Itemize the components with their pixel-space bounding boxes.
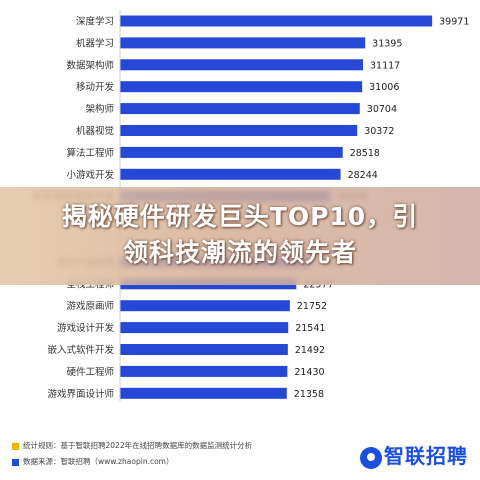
banner-title: 揭秘硬件研发巨头TOP10，引 领科技潮流的领先者	[14, 199, 466, 271]
banner-title-line1: 揭秘硬件研发巨头TOP10，引	[61, 202, 419, 231]
category-label: 小游戏开发	[66, 169, 114, 181]
stat-rule-note: 统计规则：基于智联招聘2022年在线招聘数据库的数据监测统计分析	[12, 440, 252, 451]
data-source-note: 数据来源：智联招聘（www.zhaopin.com）	[12, 456, 173, 467]
stat-rule-text: 统计规则：基于智联招聘2022年在线招聘数据库的数据监测统计分析	[23, 441, 253, 450]
category-label: 机器学习	[76, 37, 114, 49]
category-label: 数据架构师	[66, 59, 114, 71]
bar	[120, 387, 287, 399]
value-label: 30704	[367, 104, 397, 115]
value-label: 30372	[364, 126, 394, 137]
value-label: 31117	[370, 60, 400, 71]
value-label: 31395	[372, 38, 402, 49]
value-label: 21492	[295, 345, 325, 356]
bar	[120, 15, 433, 27]
bar	[120, 81, 363, 93]
value-label: 21541	[295, 323, 325, 334]
bar	[120, 37, 366, 49]
category-label: 架构师	[85, 103, 114, 115]
category-label: 机器视觉	[76, 125, 114, 137]
bar	[120, 59, 364, 71]
value-label: 28518	[350, 148, 380, 159]
bar	[120, 300, 290, 312]
value-label: 21752	[297, 301, 327, 312]
category-label: 算法工程师	[66, 147, 114, 159]
value-label: 21430	[294, 367, 324, 378]
blue-square-icon	[12, 458, 19, 466]
category-label: 游戏原画师	[66, 300, 114, 312]
bar	[120, 168, 341, 180]
value-label: 21358	[294, 389, 324, 400]
zhaopin-logo: 智联招聘	[360, 440, 468, 469]
title-banner: 揭秘硬件研发巨头TOP10，引 领科技潮流的领先者	[0, 187, 480, 285]
banner-title-line2: 领科技潮流的领先者	[122, 238, 357, 267]
value-label: 39971	[439, 17, 469, 28]
zhaopin-logo-icon	[360, 446, 382, 469]
yellow-square-icon	[12, 442, 19, 450]
value-label: 28244	[348, 170, 378, 181]
category-label: 移动开发	[76, 81, 115, 93]
bar	[120, 344, 288, 355]
category-label: 游戏设计开发	[57, 322, 115, 334]
data-source-text: 数据来源：智联招聘（www.zhaopin.com）	[23, 457, 174, 466]
bar	[120, 125, 358, 136]
category-label: 深度学习	[76, 16, 114, 28]
bar	[120, 322, 289, 334]
bar	[120, 365, 288, 377]
value-label: 31006	[369, 82, 399, 93]
zhaopin-logo-text: 智联招聘	[384, 444, 468, 468]
category-label: 嵌入式软件开发	[47, 344, 114, 356]
chart-footer: 统计规则：基于智联招聘2022年在线招聘数据库的数据监测统计分析 数据来源：智联…	[0, 432, 480, 480]
bar	[120, 103, 360, 115]
category-label: 硬件工程师	[66, 366, 114, 378]
bar	[120, 146, 343, 158]
category-label: 游戏界面设计师	[47, 388, 114, 400]
